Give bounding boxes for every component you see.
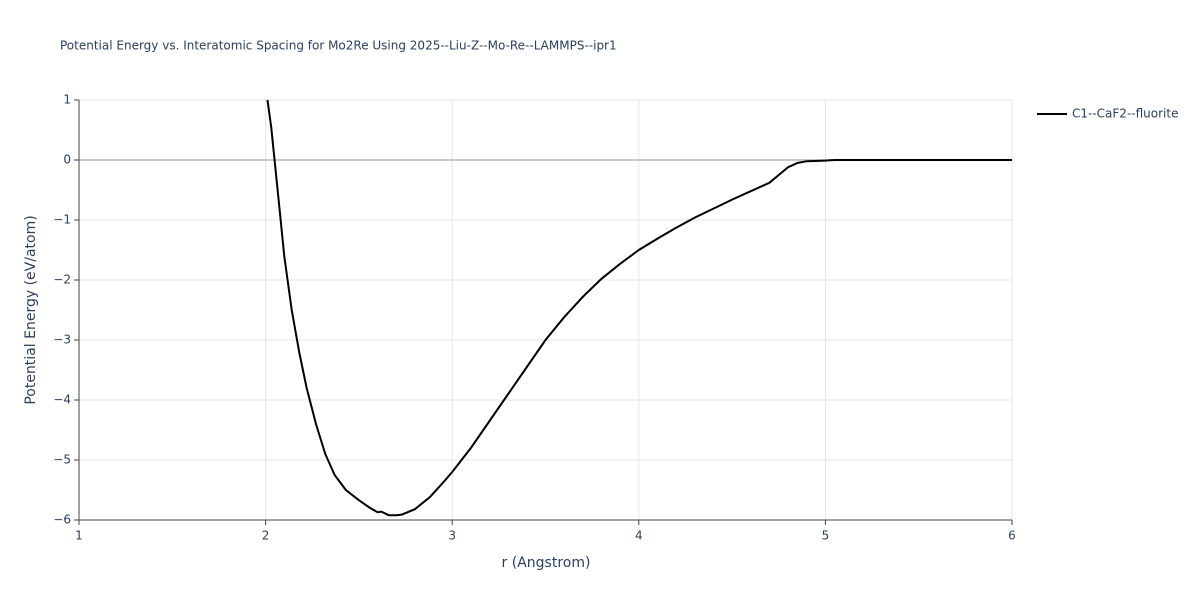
x-tick-label: 6 [1008,529,1016,543]
y-tick-label: −6 [53,513,71,527]
y-tick-label: −1 [53,213,71,227]
y-tick-label: 0 [63,153,71,167]
y-tick-label: −2 [53,273,71,287]
y-axis-title: Potential Energy (eV/atom) [23,215,39,404]
y-tick-label: 1 [63,93,71,107]
x-tick-label: 1 [75,529,83,543]
y-tick-label: −4 [53,393,71,407]
line-series [266,99,1012,517]
legend-label: C1--CaF2--fluorite [1072,107,1178,121]
chart-title: Potential Energy vs. Interatomic Spacing… [60,39,617,53]
x-axis-title: r (Angstrom) [502,555,591,571]
x-tick-label: 4 [635,529,643,543]
x-tick-label: 5 [822,529,830,543]
x-tick-label: 3 [448,529,456,543]
y-tick-label: −3 [53,333,71,347]
y-tick-label: −5 [53,453,71,467]
x-tick-label: 2 [262,529,270,543]
